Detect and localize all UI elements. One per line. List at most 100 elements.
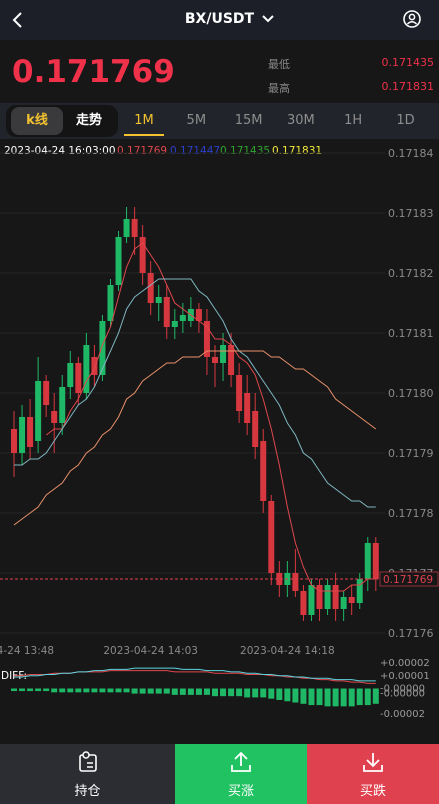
macd-bar [19,688,26,692]
high-value: 0.171831 [381,80,435,93]
candle-body [372,543,379,579]
position-button[interactable]: 持仓 [0,744,175,804]
candle-body [252,411,259,447]
macd-tick-label: +0.00002 [380,658,430,669]
candle-body [324,585,331,609]
interval-tab[interactable]: 1D [396,113,415,128]
x-tick-label: 04-24 13:48 [0,645,54,657]
info-value: 0.171435 [220,145,270,157]
macd-bar [11,688,17,692]
macd-tick-label: +0.00001 [380,671,430,682]
macd-line [14,667,376,682]
candle-body [19,417,26,453]
macd-bar [179,688,186,695]
macd-bar [27,688,34,692]
macd-bar [139,688,146,694]
macd-bar [195,688,202,695]
back-button[interactable] [10,11,26,29]
y-tick-label: 0.17183 [388,207,434,220]
macd-bar [107,688,114,693]
candle-body [220,345,227,363]
candle-body [195,309,202,321]
buy-up-label: 买涨 [227,784,254,799]
macd-bar [300,688,307,704]
macd-bar [316,688,323,706]
info-value: 0.171447 [170,145,220,157]
candle-body [348,597,355,603]
y-tick-label: 0.17184 [388,147,434,160]
x-tick-label: 2023-04-24 14:03 [103,645,198,657]
candle-body [244,393,251,423]
macd-bar [260,688,267,698]
macd-bar [228,688,235,697]
ma-line [13,350,377,526]
ma-line [45,242,376,592]
candle-body [163,297,170,327]
macd-line [14,670,376,684]
y-tick-label: 0.17176 [388,627,434,640]
interval-tab[interactable]: 30M [287,113,315,128]
interval-tab[interactable]: 5M [186,113,207,128]
interval-tab[interactable]: 15M [234,113,263,128]
user-icon[interactable] [402,9,422,29]
interval-tab[interactable]: 1M [124,113,164,136]
macd-bar [212,688,218,697]
macd-bar [171,688,178,695]
macd-bar [51,688,58,693]
candle-body [340,597,347,609]
macd-bar [131,688,138,694]
dropdown-icon [262,15,274,23]
candle-body [268,501,275,573]
info-time: 2023-04-24 16:03:00 [4,145,116,157]
buy-down-button[interactable]: 买跌 [307,744,439,804]
macd-bar [123,688,130,693]
macd-bar [244,688,251,698]
macd-bar [35,688,42,692]
macd-bar [203,688,210,695]
ticker: 0.171769 最低 0.171435 最高 0.171831 [0,40,439,103]
candle-body [228,345,235,375]
down-icon [363,753,383,772]
candle-body [308,585,315,615]
macd-bar [324,688,331,707]
pair-title[interactable]: BX/USDT [184,11,255,27]
candle-body [155,297,162,303]
y-tick-label: 0.17182 [388,267,434,280]
header: BX/USDT [0,0,439,40]
position-label: 持仓 [74,784,101,799]
candle-body [292,573,299,591]
candle-body [83,345,90,393]
macd-bar [340,688,347,707]
macd-bar [83,688,90,693]
macd-bar [292,688,299,703]
candle-body [99,321,106,375]
macd-bar [372,688,379,704]
buy-up-button[interactable]: 买涨 [175,744,307,804]
candle-body [212,357,218,363]
trend-tab[interactable]: 走势 [75,113,102,128]
macd-bar [163,688,170,694]
high-label: 最高 [268,82,290,95]
candle-body [131,219,138,237]
macd-bar [356,688,363,706]
buy-down-label: 买跌 [359,784,386,799]
macd-bar [67,688,74,693]
macd-bar [155,688,162,694]
candle-body [115,237,122,285]
macd-bar [75,688,82,693]
position-icon [79,751,97,772]
tab-bar: k线 走势 1M 5M 15M 30M 1H 1D [0,103,439,139]
candle-body [43,381,50,405]
macd-bar [187,688,194,695]
candle-body [27,417,34,447]
kline-tab[interactable]: k线 [11,107,63,135]
ma-line [14,278,376,508]
macd-bar [268,688,275,699]
interval-tab[interactable]: 1H [344,113,363,128]
candle-body [300,591,307,615]
x-tick-label: 2023-04-24 14:18 [240,645,335,657]
y-tick-label: 0.17180 [388,387,434,400]
y-tick-label: 0.17179 [388,447,434,460]
macd-bar [284,688,291,702]
